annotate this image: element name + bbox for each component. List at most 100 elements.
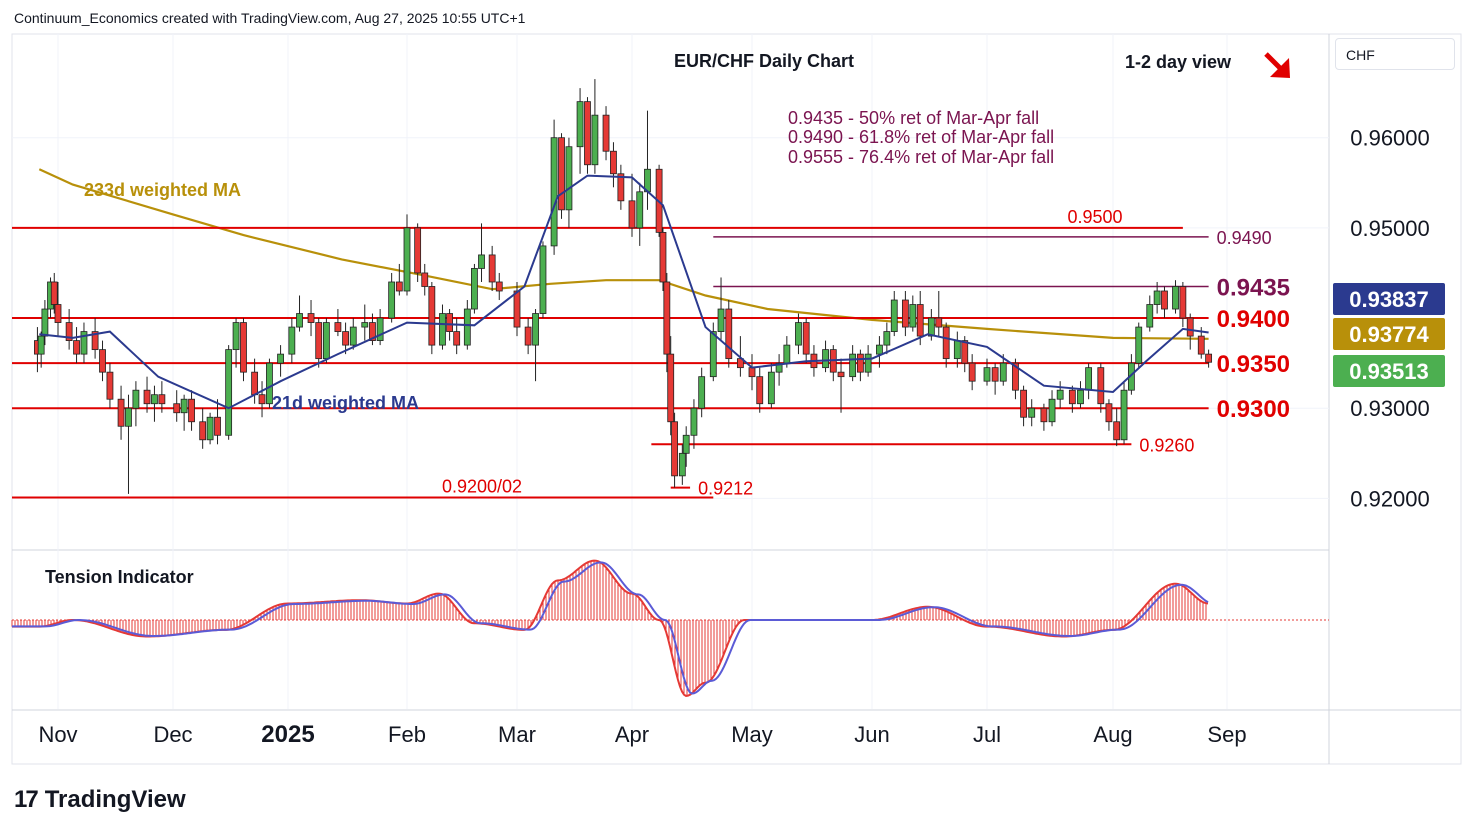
- ma21-line: [39, 174, 1209, 410]
- candle-body: [935, 317, 943, 328]
- candle-body: [795, 322, 802, 346]
- candle-up: [296, 295, 303, 332]
- down-arrow-icon: [1264, 52, 1290, 78]
- candle-up: [1077, 381, 1084, 409]
- candle-body: [682, 434, 690, 454]
- candle-body: [883, 331, 891, 346]
- candle-down: [968, 354, 976, 391]
- candle-body: [671, 421, 678, 477]
- x-axis: Nov Dec 2025 Feb Mar Apr May Jun Jul Aug Sep: [38, 721, 1246, 748]
- candle-body: [961, 340, 969, 364]
- candle-down: [488, 245, 496, 291]
- price-tag: 0.93837: [1333, 283, 1445, 315]
- candle-up: [565, 137, 573, 228]
- candle-down: [106, 363, 114, 409]
- candle-body: [206, 416, 214, 441]
- candle-up: [266, 358, 273, 409]
- candle-body: [80, 331, 88, 355]
- candle-down: [756, 367, 764, 413]
- candle-body: [837, 371, 845, 378]
- candle-body: [132, 389, 140, 409]
- candle-down: [1097, 363, 1105, 413]
- candle-up: [550, 119, 558, 255]
- candle-down: [837, 358, 845, 413]
- candle-body: [117, 398, 125, 427]
- candle-up: [1056, 381, 1064, 409]
- candle-down: [258, 381, 266, 418]
- level-label: 0.9500: [1067, 207, 1122, 227]
- y-tick-label: 0.96000: [1350, 126, 1430, 151]
- candle-body: [421, 272, 429, 287]
- candle-up: [132, 381, 140, 427]
- candle-up: [288, 318, 296, 364]
- candle-down: [1105, 399, 1113, 431]
- candle-body: [1113, 421, 1121, 441]
- candle-body: [667, 353, 675, 423]
- candle-body: [876, 344, 883, 355]
- candle-body: [296, 313, 303, 328]
- candle-body: [65, 322, 73, 341]
- price-tags: 0.93837 0.93774 0.93513: [1333, 283, 1445, 387]
- retracement-note-3: 0.9555 - 76.4% ret of Mar-Apr fall: [788, 147, 1054, 167]
- candle-body: [636, 191, 644, 229]
- candle-body: [690, 407, 698, 436]
- candle-body: [856, 353, 864, 373]
- candle-body: [610, 150, 617, 175]
- candle-body: [414, 227, 422, 274]
- candle-up: [125, 394, 132, 494]
- candle-up: [795, 313, 802, 355]
- candle-up: [532, 309, 539, 382]
- candle-down: [659, 227, 667, 291]
- candle-up: [775, 354, 783, 386]
- candle-up: [322, 318, 330, 364]
- candle-body: [849, 353, 857, 378]
- candle-up: [876, 336, 883, 368]
- candle-up: [180, 394, 188, 431]
- candle-body: [99, 349, 106, 373]
- candle-up: [1172, 280, 1179, 314]
- candle-up: [1048, 390, 1056, 427]
- tension-signal-line: [12, 561, 1209, 695]
- candle-body: [602, 114, 610, 152]
- candle-down: [54, 281, 62, 337]
- candle-down: [524, 318, 532, 355]
- candle-body: [748, 367, 756, 378]
- candle-up: [591, 79, 599, 174]
- candle-body: [1028, 407, 1036, 418]
- candle-up: [478, 223, 485, 282]
- candle-body: [446, 313, 453, 332]
- candle-body: [251, 371, 259, 396]
- level-label: 0.9260: [1139, 435, 1194, 455]
- candle-down: [495, 272, 503, 301]
- candle-down: [617, 164, 625, 210]
- candle-down: [991, 363, 999, 395]
- candle-down: [1040, 403, 1048, 431]
- candle-body: [1120, 389, 1128, 441]
- candle-body: [767, 371, 775, 405]
- candle-down: [99, 340, 106, 382]
- candle-body: [725, 308, 733, 360]
- candle-body: [225, 349, 233, 436]
- x-tick-label: Aug: [1093, 722, 1132, 747]
- candle-body: [775, 362, 783, 373]
- candle-up: [864, 345, 872, 377]
- x-tick-label: Jun: [854, 722, 889, 747]
- currency-selector[interactable]: CHF: [1335, 38, 1455, 70]
- candle-down: [558, 133, 565, 219]
- candle-body: [322, 322, 330, 360]
- candle-body: [106, 371, 114, 400]
- candle-down: [725, 300, 733, 368]
- candle-down: [307, 300, 315, 337]
- candle-down: [856, 349, 864, 382]
- candle-down: [199, 408, 207, 449]
- x-tick-label: Dec: [153, 722, 192, 747]
- candle-up: [698, 367, 706, 418]
- candle-body: [617, 173, 625, 202]
- candle-body: [1135, 326, 1143, 364]
- candle-body: [909, 304, 917, 328]
- candle-down: [73, 327, 80, 364]
- chart-title: EUR/CHF Daily Chart: [674, 51, 854, 71]
- candle-body: [453, 331, 461, 346]
- level-label: 0.9200/02: [442, 477, 522, 497]
- candle-down: [414, 223, 422, 282]
